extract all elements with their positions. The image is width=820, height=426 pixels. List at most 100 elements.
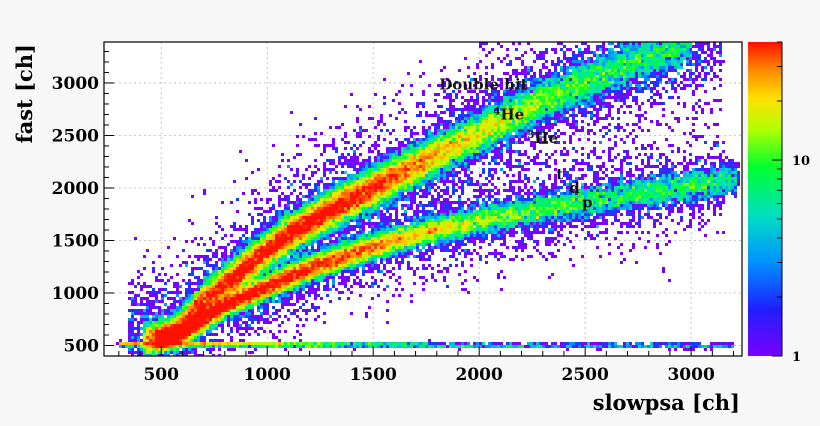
heatmap-cell xyxy=(704,123,707,126)
heatmap-cell xyxy=(380,210,383,213)
heatmap-cell xyxy=(560,222,563,225)
heatmap-cell xyxy=(377,153,380,156)
heatmap-cell xyxy=(605,105,608,108)
heatmap-cell xyxy=(602,162,605,165)
heatmap-cell xyxy=(581,210,584,213)
heatmap-cell xyxy=(572,51,575,54)
heatmap-cell xyxy=(287,195,290,198)
heatmap-cell xyxy=(587,84,590,87)
heatmap-cell xyxy=(659,156,662,159)
heatmap-cell xyxy=(581,84,584,87)
heatmap-cell xyxy=(533,78,536,81)
heatmap-cell xyxy=(530,120,533,123)
heatmap-cell xyxy=(566,207,569,210)
heatmap-cell xyxy=(617,186,620,189)
heatmap-cell xyxy=(539,126,542,129)
heatmap-cell xyxy=(566,102,569,105)
heatmap-cell xyxy=(689,132,692,135)
heatmap-cell xyxy=(551,222,554,225)
heatmap-cell xyxy=(626,180,629,183)
heatmap-cell xyxy=(548,207,551,210)
heatmap-cell xyxy=(590,150,593,153)
heatmap-cell xyxy=(524,201,527,204)
heatmap-cell xyxy=(422,204,425,207)
heatmap-cell xyxy=(695,156,698,159)
heatmap-cell xyxy=(449,99,452,102)
heatmap-cell xyxy=(689,186,692,189)
heatmap-cell xyxy=(416,204,419,207)
heatmap-cell xyxy=(551,63,554,66)
heatmap-cell xyxy=(389,180,392,183)
heatmap-cell xyxy=(557,117,560,120)
heatmap-cell xyxy=(722,201,725,204)
heatmap-cell xyxy=(326,195,329,198)
heatmap-cell xyxy=(545,108,548,111)
heatmap-cell xyxy=(464,99,467,102)
heatmap-cell xyxy=(473,72,476,75)
heatmap-cell xyxy=(677,195,680,198)
heatmap-cell xyxy=(647,210,650,213)
heatmap-cell xyxy=(266,222,269,225)
heatmap-cell xyxy=(578,48,581,51)
heatmap-cell xyxy=(584,216,587,219)
heatmap-cell xyxy=(473,114,476,117)
heatmap-cell xyxy=(569,57,572,60)
heatmap-cell xyxy=(545,159,548,162)
heatmap-cell xyxy=(362,201,365,204)
heatmap-cell xyxy=(503,225,506,228)
heatmap-cell xyxy=(401,153,404,156)
heatmap-cell xyxy=(674,117,677,120)
heatmap-cell xyxy=(365,216,368,219)
heatmap-cell xyxy=(656,90,659,93)
heatmap-cell xyxy=(308,225,311,228)
heatmap-cell xyxy=(674,69,677,72)
heatmap-cell xyxy=(602,216,605,219)
heatmap-cell xyxy=(380,180,383,183)
heatmap-cell xyxy=(446,93,449,96)
heatmap-cell xyxy=(602,57,605,60)
heatmap-cell xyxy=(335,183,338,186)
heatmap-cell xyxy=(635,186,638,189)
heatmap-cell xyxy=(473,213,476,216)
heatmap-cell xyxy=(590,117,593,120)
heatmap-cell xyxy=(686,171,689,174)
heatmap-cell xyxy=(641,192,644,195)
heatmap-cell xyxy=(557,216,560,219)
heatmap-cell xyxy=(323,162,326,165)
heatmap-cell xyxy=(428,186,431,189)
heatmap-cell xyxy=(299,210,302,213)
heatmap-cell xyxy=(584,183,587,186)
heatmap-cell xyxy=(317,192,320,195)
heatmap-cell xyxy=(332,219,335,222)
heatmap-cell xyxy=(449,132,452,135)
heatmap-cell xyxy=(545,123,548,126)
heatmap-cell xyxy=(362,222,365,225)
heatmap-cell xyxy=(386,168,389,171)
heatmap-cell xyxy=(371,162,374,165)
heatmap-cell xyxy=(545,111,548,114)
heatmap-cell xyxy=(596,120,599,123)
heatmap-cell xyxy=(674,90,677,93)
heatmap-cell xyxy=(503,189,506,192)
heatmap-cell xyxy=(371,201,374,204)
heatmap-cell xyxy=(452,186,455,189)
heatmap-cell xyxy=(542,90,545,93)
heatmap-cell xyxy=(638,69,641,72)
heatmap-cell xyxy=(593,105,596,108)
heatmap-cell xyxy=(626,96,629,99)
heatmap-cell xyxy=(317,207,320,210)
heatmap-cell xyxy=(704,180,707,183)
heatmap-cell xyxy=(662,180,665,183)
heatmap-cell xyxy=(305,216,308,219)
heatmap-cell xyxy=(644,84,647,87)
heatmap-cell xyxy=(518,216,521,219)
heatmap-cell xyxy=(596,108,599,111)
heatmap-cell xyxy=(647,165,650,168)
heatmap-cell xyxy=(542,219,545,222)
heatmap-cell xyxy=(521,189,524,192)
heatmap-cell xyxy=(371,189,374,192)
heatmap-cell xyxy=(410,144,413,147)
heatmap-cell xyxy=(725,186,728,189)
heatmap-cell xyxy=(368,225,371,228)
heatmap-cell xyxy=(449,225,452,228)
